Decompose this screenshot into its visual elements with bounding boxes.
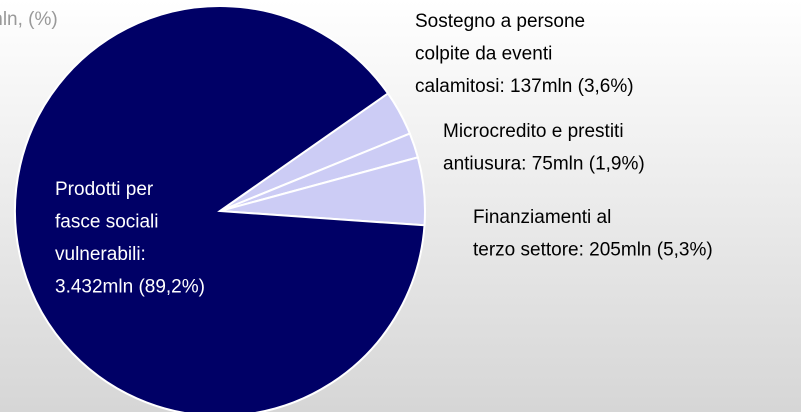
- slice-label: antiusura: 75mln (1,9%): [443, 154, 645, 175]
- slice-label: terzo settore: 205mln (5,3%): [473, 240, 713, 261]
- slice-label: Prodotti per: [55, 179, 154, 200]
- slice-label: Sostegno a persone: [415, 11, 585, 32]
- chart-title: mln, (%): [0, 9, 58, 30]
- slice-label: fasce sociali: [55, 212, 159, 233]
- slice-label: Microcredito e prestiti: [443, 121, 624, 142]
- slice-label: Finanziamenti al: [473, 207, 611, 228]
- slice-label: calamitosi: 137mln (3,6%): [415, 76, 634, 97]
- slice-label: vulnerabili:: [55, 244, 146, 265]
- pie-slice: [14, 5, 426, 412]
- slice-label: colpite da eventi: [415, 44, 552, 65]
- slice-label: 3.432mln (89,2%): [55, 277, 205, 298]
